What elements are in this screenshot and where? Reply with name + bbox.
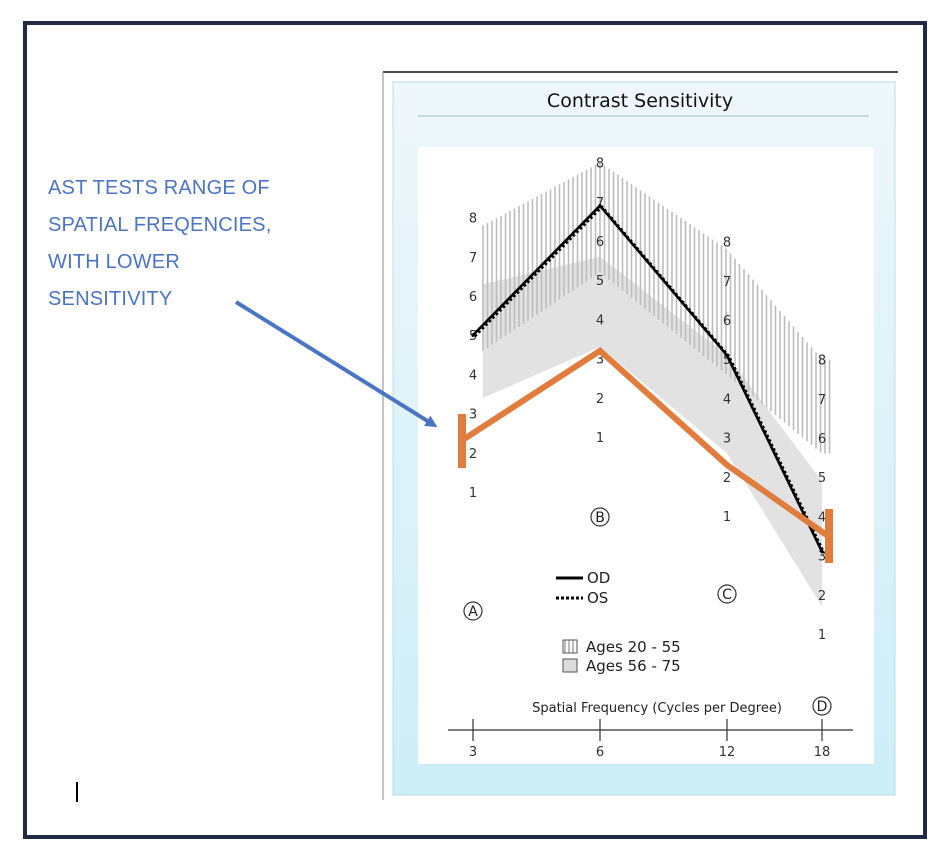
patch-scale-label: 6 bbox=[469, 290, 477, 305]
series-os-line bbox=[474, 205, 826, 554]
patch-scale-label: 4 bbox=[469, 368, 477, 383]
patch-scale-label: 5 bbox=[723, 353, 731, 368]
series-os-point bbox=[725, 353, 729, 357]
patch-scale-label: 3 bbox=[818, 550, 826, 565]
series-os-point bbox=[471, 333, 475, 337]
row-marker-circle bbox=[812, 696, 832, 716]
highlight-line bbox=[459, 346, 830, 539]
data-series bbox=[471, 204, 826, 554]
x-tick-label: 3 bbox=[469, 745, 477, 760]
patch-scale-label: 4 bbox=[818, 510, 826, 525]
patch-scale-label: 1 bbox=[723, 510, 731, 525]
patch-scale-label: 5 bbox=[596, 274, 604, 289]
patch-scale-label: 7 bbox=[596, 196, 604, 211]
x-tick-label: 6 bbox=[596, 745, 604, 760]
patch-scale-label: 6 bbox=[723, 314, 731, 329]
patch-scale-label: 2 bbox=[469, 447, 477, 462]
normal-range-bands bbox=[482, 162, 831, 607]
legend-young-label: Ages 20 - 55 bbox=[586, 638, 681, 656]
text-cursor bbox=[76, 782, 78, 802]
patch-scale-label: 7 bbox=[723, 275, 731, 290]
patch-scale-label: 2 bbox=[596, 392, 604, 407]
legend: OD OS Ages 20 - 55 Ages 56 - 75 bbox=[556, 569, 681, 675]
patch-scale-label: 4 bbox=[723, 392, 731, 407]
patch-scale-label: 8 bbox=[596, 157, 604, 172]
patch-scale-label: 2 bbox=[818, 589, 826, 604]
row-marker-label: C bbox=[722, 587, 732, 603]
row-marker-label: B bbox=[595, 510, 605, 526]
x-axis-ticks: 3 6 12 18 bbox=[469, 719, 830, 760]
patch-scale-label: 5 bbox=[818, 471, 826, 486]
annotation-line-3: WITH LOWER bbox=[48, 251, 180, 273]
chart-title: Contrast Sensitivity bbox=[547, 90, 733, 112]
patch-scale-label: 2 bbox=[723, 471, 731, 486]
patch-scale-label: 4 bbox=[596, 313, 604, 328]
x-tick-label: 12 bbox=[719, 745, 736, 760]
patch-scale-label: 3 bbox=[723, 432, 731, 447]
patch-scale-label: 1 bbox=[818, 628, 826, 643]
patch-scale-label: 8 bbox=[469, 212, 477, 227]
patch-scale-label: 8 bbox=[818, 354, 826, 369]
patch-scale-label: 1 bbox=[596, 431, 604, 446]
x-axis-title: Spatial Frequency (Cycles per Degree) bbox=[532, 701, 782, 716]
annotation-line-4: SENSITIVITY bbox=[48, 288, 173, 310]
patch-scale-label: 6 bbox=[596, 235, 604, 250]
annotation-arrow bbox=[234, 300, 438, 428]
row-marker-circle bbox=[590, 507, 610, 527]
patch-scale-label: 7 bbox=[818, 393, 826, 408]
patch-scale-label: 6 bbox=[818, 432, 826, 447]
patch-scale-label: 1 bbox=[469, 486, 477, 501]
row-marker-label: D bbox=[817, 699, 828, 715]
annotation-line-1: AST TESTS RANGE OF bbox=[48, 177, 270, 199]
legend-old-label: Ages 56 - 75 bbox=[586, 657, 681, 675]
series-os-point bbox=[820, 550, 824, 554]
band-ages-56-75 bbox=[483, 256, 822, 607]
x-tick-label: 18 bbox=[814, 745, 831, 760]
legend-young-swatch bbox=[562, 639, 578, 654]
series-os-point bbox=[598, 204, 602, 208]
patch-scales: 12345678123456781234567812345678 bbox=[469, 157, 826, 643]
patch-scale-label: 3 bbox=[469, 408, 477, 423]
row-markers: A B C D bbox=[463, 507, 832, 716]
annotation-line-2: SPATIAL FREQENCIES, bbox=[48, 214, 272, 236]
patch-scale-label: 7 bbox=[469, 251, 477, 266]
row-marker-circle bbox=[463, 601, 483, 621]
legend-old-swatch bbox=[562, 658, 578, 673]
legend-od-label: OD bbox=[587, 569, 610, 587]
page-frame bbox=[23, 21, 927, 839]
legend-os-label: OS bbox=[587, 589, 608, 607]
patch-scale-label: 3 bbox=[596, 353, 604, 368]
row-marker-circle bbox=[717, 584, 737, 604]
highlight-series bbox=[458, 346, 833, 563]
row-marker-label: A bbox=[468, 604, 478, 620]
patch-scale-label: 8 bbox=[723, 236, 731, 251]
annotation-callout: AST TESTS RANGE OF SPATIAL FREQENCIES, W… bbox=[48, 170, 348, 318]
